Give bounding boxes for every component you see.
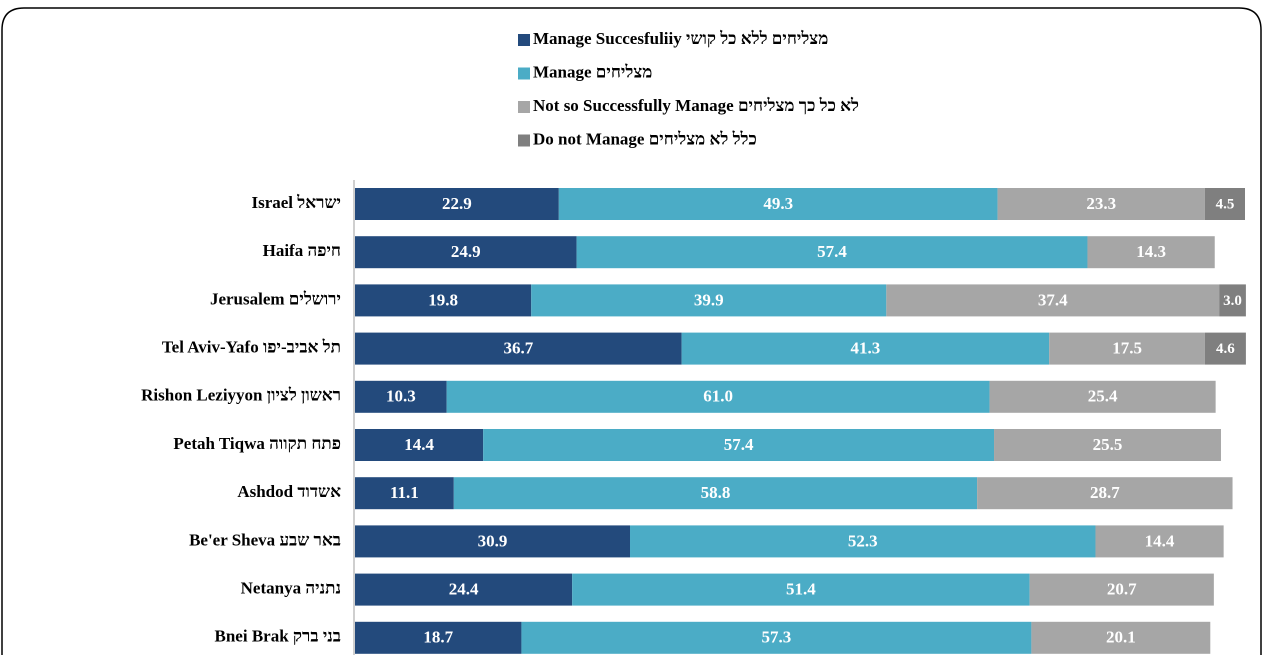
bar-segment	[355, 573, 573, 606]
value-label: 49.3	[763, 194, 793, 213]
value-label: 3.0	[1223, 293, 1242, 309]
legend-swatch	[518, 67, 530, 80]
value-label: 57.3	[762, 628, 792, 647]
value-label: 39.9	[694, 290, 724, 309]
value-label: 14.4	[404, 435, 434, 454]
value-label: 28.7	[1090, 483, 1120, 502]
value-label: 51.4	[786, 580, 816, 599]
legend-label: Not so Successfully Manage לא כל כך מצלי…	[533, 96, 859, 115]
category-label: Bnei Brak בני ברק	[215, 627, 341, 646]
bar-segment	[997, 188, 1205, 220]
value-label: 22.9	[442, 194, 472, 213]
bar-segment	[355, 188, 559, 220]
bar-segment	[355, 477, 454, 510]
legend-swatch	[518, 101, 530, 113]
value-label: 18.7	[423, 628, 453, 647]
bar-segment	[681, 332, 1050, 365]
value-label: 4.6	[1216, 341, 1235, 357]
bar-segment	[1049, 332, 1205, 365]
bar-segment	[886, 284, 1220, 317]
category-label: Tel Aviv-Yafo תל אביב-יפו	[162, 338, 341, 357]
category-label: Jerusalem ירושלים	[210, 289, 341, 308]
value-label: 11.1	[390, 483, 419, 502]
bar-segment	[1029, 573, 1214, 606]
bar-segment	[977, 477, 1233, 510]
value-label: 57.4	[724, 435, 754, 454]
value-label: 20.7	[1107, 580, 1137, 599]
value-label: 4.5	[1216, 196, 1235, 212]
bar-segment	[572, 573, 1030, 606]
value-label: 20.1	[1106, 628, 1136, 647]
value-label: 58.8	[701, 483, 731, 502]
legend-label: Do not Manage כלל לא מצליחים	[533, 129, 757, 148]
value-label: 10.3	[386, 387, 416, 406]
bar-segment	[355, 429, 484, 461]
legend-swatch	[518, 34, 530, 46]
bar-segment	[453, 477, 978, 510]
value-label: 57.4	[817, 242, 847, 261]
bar-segment	[1204, 188, 1245, 220]
bar-segment	[355, 525, 631, 558]
bar-segment	[483, 429, 995, 461]
bar-segment	[355, 380, 447, 413]
value-label: 52.3	[848, 531, 878, 550]
bar-segment	[630, 525, 1096, 558]
bar-segment	[1219, 284, 1246, 317]
value-label: 25.5	[1093, 435, 1123, 454]
value-label: 41.3	[851, 339, 881, 358]
bar-segment	[355, 621, 522, 654]
value-label: 24.4	[449, 580, 479, 599]
value-label: 17.5	[1112, 339, 1142, 358]
bar-segment	[989, 380, 1216, 413]
category-label: Israel ישראל	[251, 193, 341, 212]
bar-segment	[576, 236, 1088, 269]
category-label: Be'er Sheva באר שבע	[189, 530, 341, 549]
bar-segment	[1095, 525, 1224, 558]
bar-segment	[531, 284, 887, 317]
category-label: Petah Tiqwa פתח תקווה	[173, 434, 341, 453]
value-label: 19.8	[428, 290, 458, 309]
bar-segment	[1031, 621, 1211, 654]
bar-segment	[446, 380, 990, 413]
category-label: Netanya נתניה	[241, 579, 341, 598]
category-label: Rishon Leziyyon ראשון לציון	[141, 386, 341, 405]
category-label: Haifa חיפה	[263, 241, 341, 260]
value-label: 37.4	[1038, 290, 1068, 309]
chart-border	[1, 7, 1262, 655]
bar-segment	[1087, 236, 1215, 269]
legend-label: Manage מצליחים	[533, 62, 652, 81]
value-label: 30.9	[478, 531, 508, 550]
bar-segment	[355, 332, 682, 365]
bar-segment	[558, 188, 998, 220]
value-label: 14.4	[1145, 531, 1175, 550]
bar-segment	[521, 621, 1032, 654]
value-label: 23.3	[1086, 194, 1116, 213]
value-label: 24.9	[451, 242, 481, 261]
value-label: 36.7	[503, 339, 533, 358]
category-label: Ashdod אשדוד	[237, 482, 341, 501]
value-label: 25.4	[1088, 387, 1118, 406]
bar-segment	[355, 284, 532, 317]
bar-segment	[1204, 332, 1246, 365]
bar-segment	[355, 236, 577, 269]
value-label: 61.0	[703, 387, 733, 406]
legend-label: Manage Succesfuliiy מצליחים ללא כל קושי	[533, 29, 828, 48]
legend-swatch	[518, 134, 530, 147]
value-label: 14.3	[1136, 242, 1166, 261]
bar-segment	[994, 429, 1221, 461]
